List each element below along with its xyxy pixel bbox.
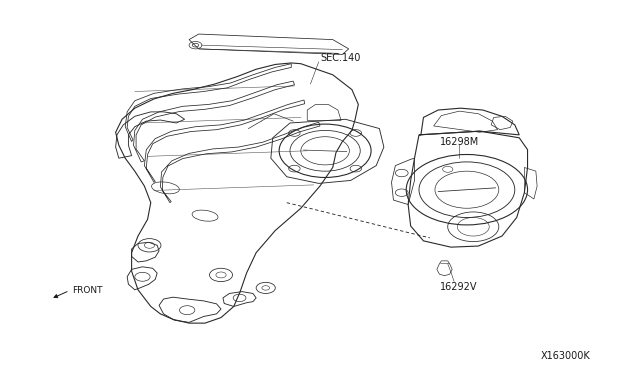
Text: 16292V: 16292V [440, 282, 477, 292]
Text: 16298M: 16298M [440, 137, 479, 147]
Text: X163000K: X163000K [540, 351, 590, 361]
Text: FRONT: FRONT [72, 286, 102, 295]
Text: SEC.140: SEC.140 [320, 53, 360, 63]
